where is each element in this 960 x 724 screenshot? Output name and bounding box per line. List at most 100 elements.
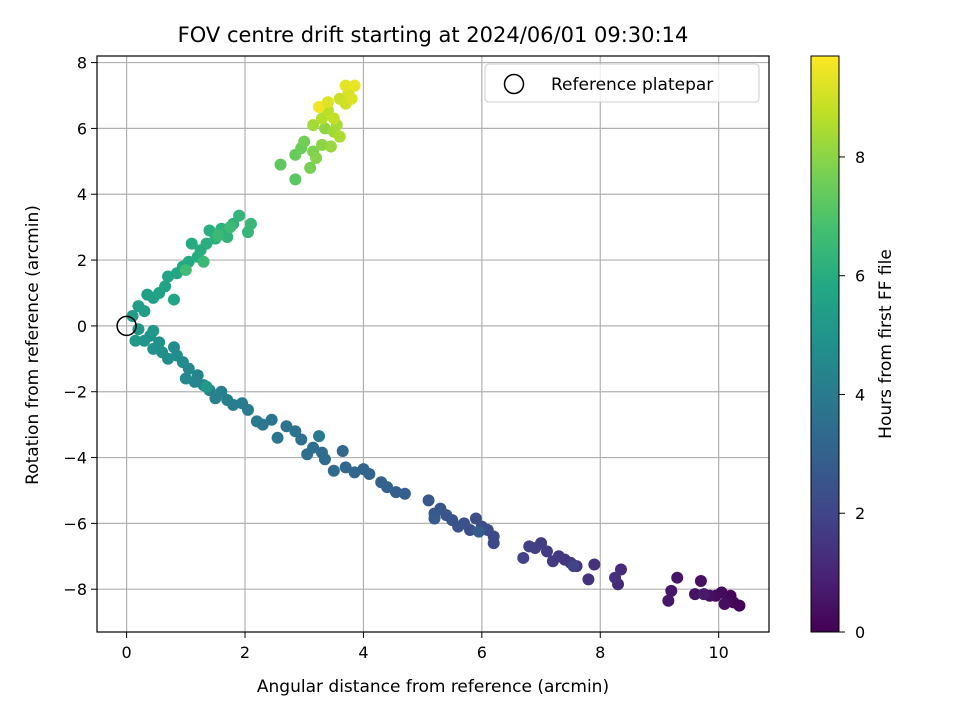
scatter-point [304,161,317,174]
y-tick-label: 4 [77,185,87,204]
scatter-point [671,571,684,584]
scatter-point [313,101,326,114]
scatter-point [313,430,326,443]
scatter-point [289,425,302,438]
legend-marker-reference [503,73,525,95]
colorbar: 0 2 4 6 8 Hours from first FF file [810,55,896,642]
scatter-point [694,574,707,587]
scatter-point [345,92,358,105]
scatter-point [289,173,302,186]
scatter-point [422,494,435,507]
y-axis-label: Rotation from reference (arcmin) [23,205,43,485]
scatter-point [582,573,595,586]
scatter-point [265,413,278,426]
scatter-point [274,158,287,171]
y-tick-label: −2 [63,383,87,402]
x-tick-label: 8 [595,643,605,662]
scatter-point [324,140,337,153]
scatter-point [307,119,320,132]
scatter-point [236,397,249,410]
scatter-point [212,229,225,242]
scatter-point [159,280,172,293]
reference-platepar-marker [116,315,137,337]
scatter-point [315,138,328,151]
scatter-point [336,444,349,457]
colorbar-tick-label: 8 [855,148,865,167]
scatter-point [398,487,411,500]
plot-frame [96,55,770,633]
scatter-point [233,209,246,222]
scatter-point [250,415,263,428]
scatter-point [523,540,536,553]
y-tick-label: 8 [77,54,87,73]
x-tick-label: 2 [240,643,250,662]
scatter-point [662,594,675,607]
x-tick-label: 0 [122,643,132,662]
scatter-point [298,135,311,148]
x-tick-label: 4 [358,643,368,662]
scatter-point [147,342,160,355]
scatter-point [167,341,180,354]
scatter-point [132,323,145,336]
scatter-point [126,310,139,323]
y-tick-label: 0 [77,317,87,336]
chart-title: FOV centre drift starting at 2024/06/01 … [178,23,689,47]
scatter-point [179,372,192,385]
scatter-point [244,217,257,230]
scatter-point [546,555,559,568]
colorbar-gradient [810,55,840,633]
scatter-point [301,448,314,461]
scatter-point [688,588,701,601]
scatter-point [310,152,323,165]
scatter-point [348,79,361,92]
colorbar-tick-label: 4 [855,385,865,404]
colorbar-tick-label: 0 [855,623,865,642]
scatter-point [147,324,160,337]
scatter-point [327,464,340,477]
y-tick-label: 2 [77,251,87,270]
scatter-point [315,446,328,459]
colorbar-tick-label: 2 [855,504,865,523]
scatter-point [271,431,284,444]
scatter-point [609,571,622,584]
scatter-point [321,96,334,109]
scatter-point [221,231,234,244]
scatter-points [116,79,746,612]
scatter-point [588,558,601,571]
scatter-point [469,512,482,525]
scatter-point [665,584,678,597]
scatter-point [280,420,293,433]
scatter-point [339,461,352,474]
colorbar-ticks: 0 2 4 6 8 [839,148,865,642]
y-tick-label: −8 [63,580,87,599]
scatter-point [185,237,198,250]
colorbar-label: Hours from first FF file [876,249,896,439]
scatter-point [138,334,151,347]
scatter-point [697,588,710,601]
scatter-point [339,79,352,92]
scatter-point [389,486,402,499]
y-tick-label: −6 [63,514,87,533]
grid [97,56,769,632]
scatter-point [327,112,340,125]
scatter-point [224,221,237,234]
axes: 0 2 4 6 8 10 −8 −6 −4 −2 0 2 4 6 8 [63,54,770,662]
x-tick-label: 6 [477,643,487,662]
legend-box [484,63,760,103]
scatter-point [129,334,142,347]
legend-label-reference: Reference platepar [551,75,713,95]
colorbar-tick-label: 6 [855,267,865,286]
y-tick-label: 6 [77,119,87,138]
scatter-point [567,560,580,573]
scatter-point [517,551,530,564]
y-tick-label: −4 [63,449,87,468]
scatter-point [197,255,210,268]
scatter-point [348,466,361,479]
scatter-point [167,293,180,306]
scatter-point [375,476,388,489]
scatter-point [138,305,151,318]
scatter-point [428,512,441,525]
scatter-point [718,598,731,611]
